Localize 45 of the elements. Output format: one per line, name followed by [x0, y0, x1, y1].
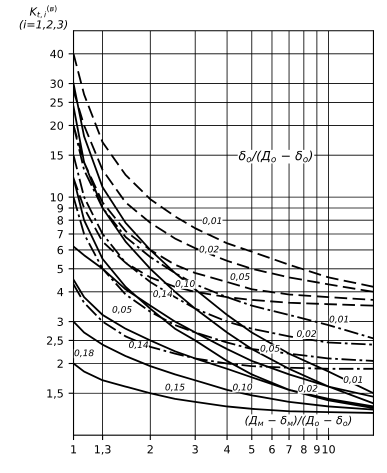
x-tick-label: 8 [301, 445, 307, 454]
annotation: 0,02 [298, 384, 318, 393]
y-tick-label: 2 [58, 359, 63, 368]
x-tick-label: 2 [148, 445, 153, 454]
y-tick-label: 25 [50, 98, 63, 107]
y-tick-label: 1,5 [47, 389, 63, 399]
y-tick-label: 30 [50, 80, 64, 88]
y-tick-label: 15 [50, 151, 63, 160]
x-tick-label: 1 [71, 445, 76, 454]
y-tick-label: 10 [50, 193, 64, 202]
y-tick-label: 5 [58, 264, 63, 274]
annotation: δ$_{o}$/(Д$_{o}$ − δ$_{o}$) [238, 150, 312, 162]
y-axis-title: K$_{t,i}$$^{(в)}$ (i=1,2,3) [20, 5, 68, 30]
annotation: 0,02 [199, 246, 219, 254]
x-tick-label: 1,3 [94, 445, 111, 455]
y-tick-label: 4 [57, 288, 64, 296]
annotation: 0,05 [112, 306, 132, 314]
y-tick-label: 9 [57, 204, 64, 212]
x-tick-label: 9 [314, 445, 320, 454]
x-tick-label: 3 [192, 445, 198, 454]
annotation: 0,10 [176, 280, 195, 288]
y-tick-label: 20 [50, 121, 64, 130]
y-tick-label: 8 [57, 216, 64, 225]
y-tick-label: 7 [58, 230, 63, 238]
x-tick-label: 5 [249, 445, 254, 454]
x-tick-label: 4 [224, 445, 230, 454]
annotation: 0,02 [296, 330, 316, 338]
annotation: 0,01 [202, 217, 221, 226]
x-tick-label: 7 [286, 445, 292, 454]
annotation: 0,18 [74, 349, 94, 358]
y-tick-label: 40 [50, 50, 64, 58]
annotation: 0,01 [344, 376, 362, 384]
y-tick-label: 3 [58, 318, 63, 326]
y-tick-label: 6 [58, 246, 64, 254]
y-tick-label: 2,5 [46, 336, 63, 346]
annotation: 0,05 [230, 273, 250, 281]
x-tick-label: 6 [269, 445, 275, 454]
annotation: 0,14 [129, 341, 148, 350]
x-tick-label: 10 [322, 445, 335, 454]
annotation: 0,15 [165, 384, 185, 392]
annotation: 0,05 [260, 344, 280, 353]
annotation: 0,14 [153, 290, 172, 298]
annotation: 0,01 [330, 316, 348, 324]
text: (Д$_{м}$ − δ$_{м}$)/(Д$_{o}$ − δ$_{o}$) [245, 416, 352, 426]
annotation: 0,10 [232, 384, 252, 392]
